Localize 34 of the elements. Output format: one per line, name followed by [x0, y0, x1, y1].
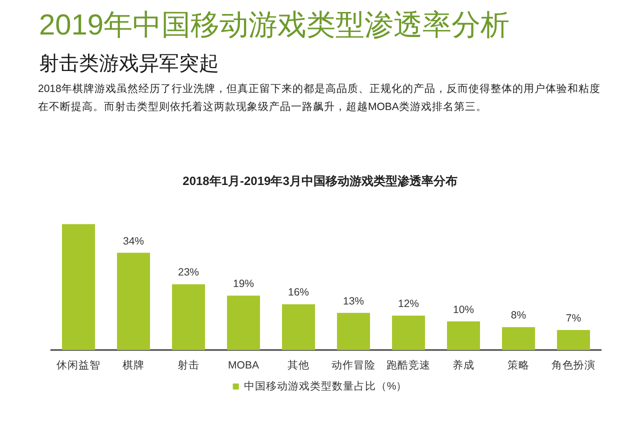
- x-tick-label: 其他: [288, 358, 310, 372]
- x-tick-label: 策略: [508, 360, 530, 372]
- bar: [282, 304, 315, 350]
- bar: [502, 327, 535, 350]
- x-tick-label: 射击: [178, 358, 200, 372]
- x-tick-label: 养成: [452, 358, 474, 372]
- legend-label: 中国移动游戏类型数量占比（%）: [244, 380, 408, 392]
- data-label: 16%: [288, 286, 310, 299]
- data-label: 34%: [122, 235, 144, 248]
- data-label: 12%: [398, 298, 420, 310]
- bar: [227, 296, 260, 350]
- bar: [557, 330, 590, 350]
- bar: [392, 316, 425, 350]
- data-label: 10%: [452, 304, 474, 316]
- text: 2018年棋牌游戏虽然经历了行业洗牌，但真正留下来的都是高品质、正规化的产品，反而使得整体的用户体验和粘度在不断提高。而射击类型则依托着这两款现象级产品一路飙升，超越MOBA类游戏排名第三。: [38, 82, 600, 113]
- x-tick-label: 跑酷竞速: [386, 358, 430, 372]
- x-tick-label: 休闲益智: [56, 360, 100, 372]
- x-tick-label: 棋牌: [122, 360, 144, 372]
- data-label: 13%: [342, 295, 364, 308]
- x-tick-label: 角色扮演: [552, 358, 596, 372]
- x-tick-label: 动作冒险: [332, 360, 376, 372]
- bar: [117, 252, 150, 350]
- bar: [62, 224, 95, 350]
- chart-subtitle: 射击类游戏异军突起: [39, 53, 219, 75]
- data-label: 23%: [178, 266, 200, 279]
- bar: [172, 284, 205, 350]
- data-label: 7%: [566, 312, 582, 324]
- bar: [447, 321, 480, 350]
- x-tick-label: MOBA: [228, 360, 259, 372]
- data-label: 19%: [232, 278, 254, 290]
- data-label: 8%: [510, 310, 526, 322]
- bar: [337, 312, 370, 350]
- text: 2018年1月-2019年3月中国移动游戏类型渗透率分布: [182, 174, 458, 188]
- chart-title: 2019年中国移动游戏类型渗透率分析: [39, 10, 510, 42]
